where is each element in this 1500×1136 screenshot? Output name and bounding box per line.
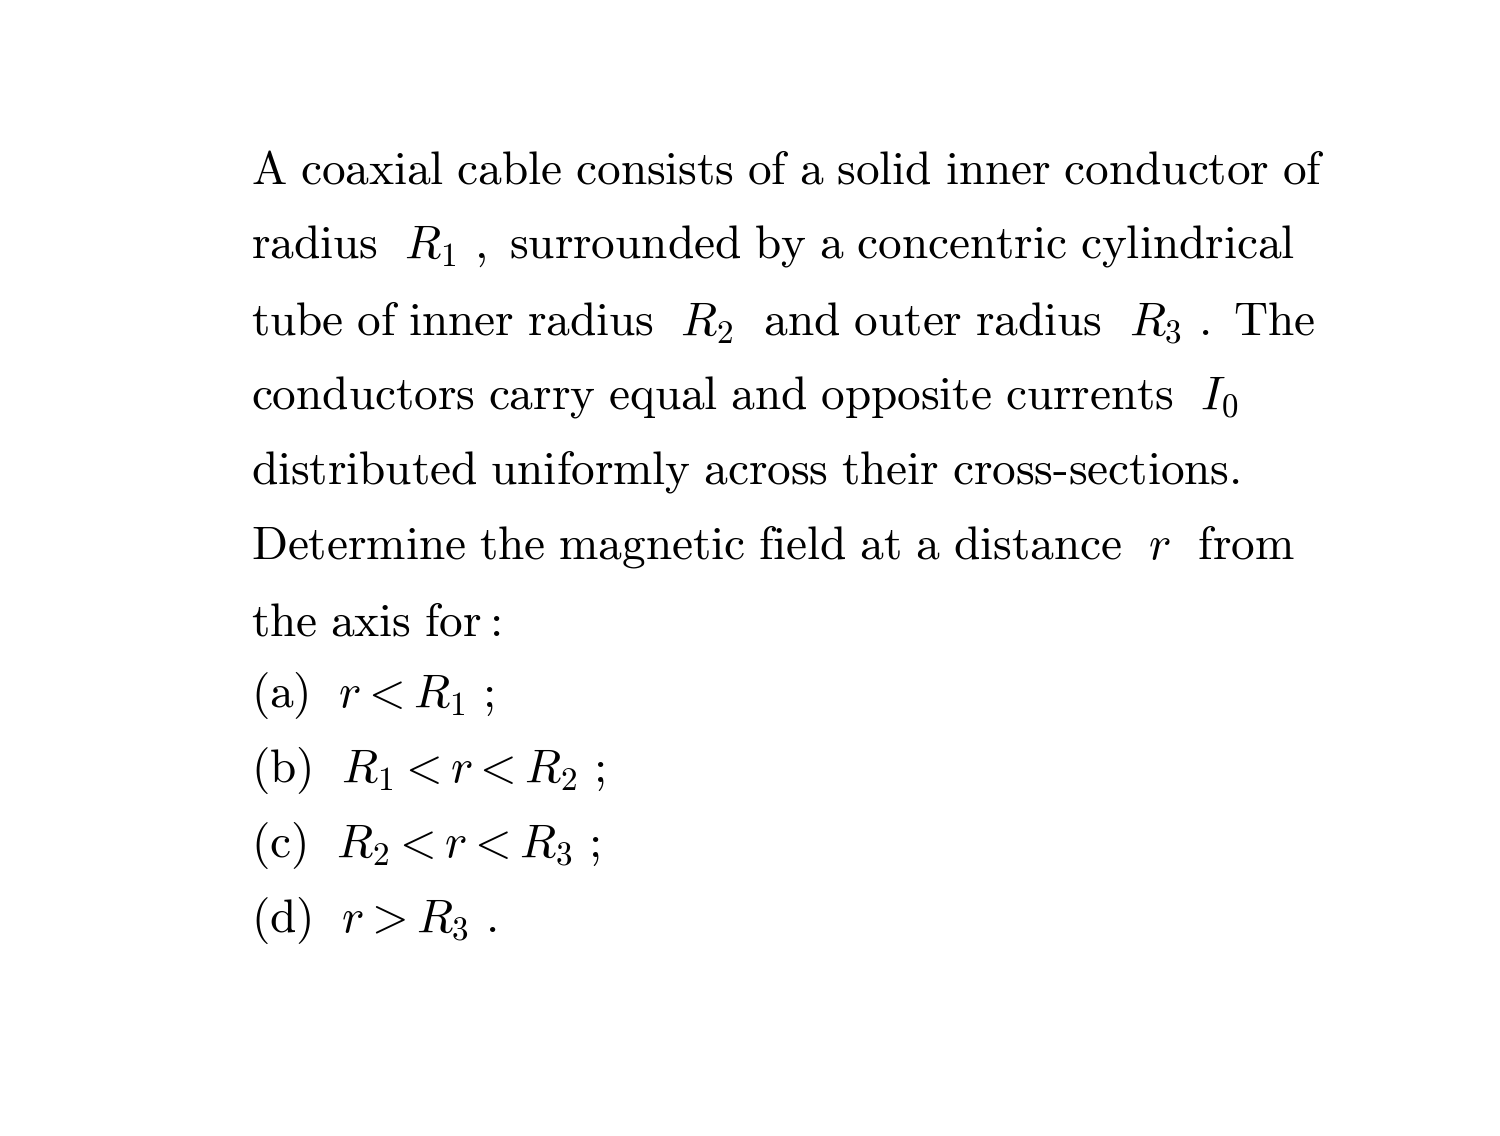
Text: $\mathrm{conductors\ carry\ equal\ and\ opposite\ currents}\ \ I_0$: $\mathrm{conductors\ carry\ equal\ and\ … [252,374,1239,419]
Text: $\mathrm{(d)}\ \ r > R_3\ \mathrm{.}$: $\mathrm{(d)}\ \ r > R_3\ \mathrm{.}$ [252,895,496,946]
Text: $\mathrm{(c)}\ \ R_2 < r < R_3\ \mathrm{;}$: $\mathrm{(c)}\ \ R_2 < r < R_3\ \mathrm{… [252,820,600,871]
Text: $\mathrm{Determine\ the\ magnetic\ field\ at\ a\ distance}\ \ r\ \ \mathrm{from}: $\mathrm{Determine\ the\ magnetic\ field… [252,524,1294,570]
Text: $\mathrm{(b)}\ \ R_1 < r < R_2\ \mathrm{;}$: $\mathrm{(b)}\ \ R_1 < r < R_2\ \mathrm{… [252,745,606,796]
Text: $\mathrm{(a)}\ \ r < R_1\ \mathrm{;}$: $\mathrm{(a)}\ \ r < R_1\ \mathrm{;}$ [252,669,495,720]
Text: $\mathrm{distributed\ uniformly\ across\ their\ cross\text{-}sections.}$: $\mathrm{distributed\ uniformly\ across\… [252,448,1240,495]
Text: $\mathrm{tube\ of\ inner\ radius}\ \ R_2\ \ \mathrm{and\ outer\ radius}\ \ R_3\ : $\mathrm{tube\ of\ inner\ radius}\ \ R_2… [252,299,1316,344]
Text: $\mathrm{A\ coaxial\ cable\ consists\ of\ a\ solid\ inner\ conductor\ of}$: $\mathrm{A\ coaxial\ cable\ consists\ of… [252,148,1324,193]
Text: $\mathrm{the\ axis\ for:}$: $\mathrm{the\ axis\ for:}$ [252,601,501,645]
Text: $\mathrm{radius}\ \ R_1\ \mathrm{,\ surrounded\ by\ a\ concentric\ cylindrical}$: $\mathrm{radius}\ \ R_1\ \mathrm{,\ surr… [252,224,1296,269]
